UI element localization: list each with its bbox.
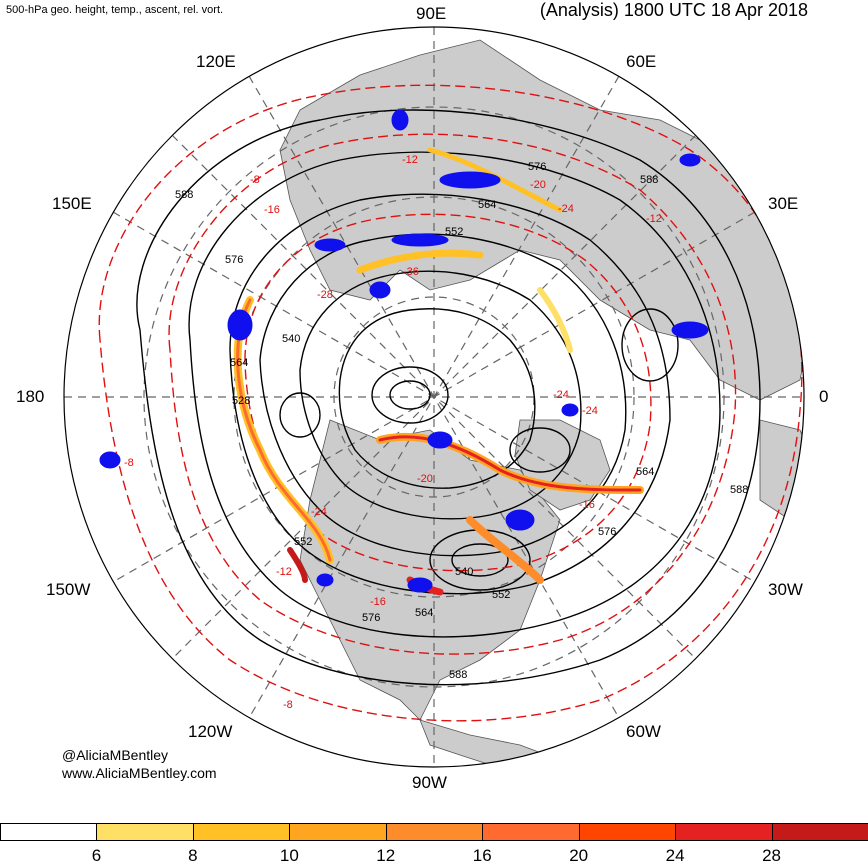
colorbar-tick-label: 6 [91, 846, 102, 865]
height-label: 540 [282, 333, 300, 345]
analysis-time: (Analysis) 1800 UTC 18 Apr 2018 [539, 0, 808, 20]
colorbar-tick-label: 24 [665, 846, 685, 865]
temp-label: -24 [311, 506, 327, 518]
colorbar [0, 823, 868, 843]
height-label: 552 [294, 536, 312, 548]
colorbar-cell [192, 823, 291, 841]
temp-label: -12 [646, 213, 662, 225]
height-label: 564 [636, 466, 654, 478]
colorbar-tick-label: 12 [376, 846, 396, 865]
colorbar-cell [771, 823, 868, 841]
colorbar-cell [578, 823, 677, 841]
height-label: 588 [730, 484, 748, 496]
lon-label-180: 180 [16, 387, 45, 406]
lon-label-60w: 60W [626, 722, 661, 741]
colorbar-cell [0, 823, 98, 841]
temp-label: -20 [530, 179, 546, 191]
temp-label: -8 [283, 699, 293, 711]
eurasia-landmass [279, 39, 804, 401]
height-label: 552 [492, 589, 510, 601]
height-label: 564 [415, 607, 433, 619]
height-label: 576 [598, 526, 616, 538]
height-label: 528 [232, 395, 250, 407]
colorbar-tick-label: 10 [279, 846, 299, 865]
height-label: 540 [455, 566, 473, 578]
colorbar-cell [675, 823, 773, 841]
temp-label: -28 [317, 289, 333, 301]
temperature-labels: -8 -12 -16 -20 -24 -28 -36 -8 -12 -24 -1… [124, 154, 662, 711]
africa-landmass [759, 419, 804, 521]
height-label: 576 [225, 254, 243, 266]
temp-label: -8 [124, 457, 134, 469]
graticule [64, 27, 804, 767]
height-label: 588 [449, 669, 467, 681]
credit-twitter: @AliciaMBentley [62, 747, 169, 763]
lon-label-150w: 150W [46, 580, 91, 599]
lon-label-120e: 120E [196, 52, 236, 71]
colorbar-cell [385, 823, 484, 841]
lon-label-30w: 30W [768, 580, 803, 599]
height-label: 564 [478, 199, 496, 211]
temp-label: -12 [402, 154, 418, 166]
height-label: 576 [362, 612, 380, 624]
colorbar-tick-label: 8 [188, 846, 198, 865]
temp-label: -8 [250, 174, 260, 186]
lon-label-30e: 30E [768, 194, 799, 213]
map-boundary [63, 26, 805, 768]
height-label: 576 [528, 161, 546, 173]
colorbar-tick-label: 20 [569, 846, 589, 865]
colorbar-cell [96, 823, 194, 841]
temp-label: -24 [558, 203, 574, 215]
lon-label-120w: 120W [188, 722, 233, 741]
colorbar-tick-label: 28 [762, 846, 782, 865]
height-label: 588 [640, 174, 658, 186]
colorbar-cell [482, 823, 580, 841]
temp-label: -36 [403, 266, 419, 278]
height-label: 552 [445, 226, 463, 238]
height-label: 588 [175, 189, 193, 201]
ascent-contours [99, 109, 709, 593]
lon-label-60e: 60E [626, 52, 657, 71]
temp-label: -24 [553, 389, 569, 401]
temp-label: -12 [276, 566, 292, 578]
colorbar-cell [289, 823, 387, 841]
height-label: 564 [230, 357, 248, 369]
vorticity-shading [233, 147, 644, 596]
temp-label: -16 [370, 596, 386, 608]
temp-label: -20 [417, 473, 433, 485]
lon-label-90e: 90E [416, 4, 447, 23]
colorbar-tick-label: 16 [472, 846, 492, 865]
polar-map: 588 576 564 540 528 552 576 564 588 576 … [63, 26, 805, 768]
temp-label: -24 [582, 405, 598, 417]
credit-website: www.AliciaMBentley.com [62, 765, 217, 781]
lon-label-0: 0 [819, 387, 829, 406]
temp-label: -16 [579, 499, 595, 511]
lon-label-150e: 150E [52, 194, 92, 213]
temp-label: -16 [264, 204, 280, 216]
product-title: 500-hPa geo. height, temp., ascent, rel.… [6, 4, 224, 16]
height-labels: 588 576 564 540 528 552 576 564 588 576 … [175, 161, 748, 681]
height-contours [136, 109, 761, 686]
lon-label-90w: 90W [412, 773, 447, 792]
